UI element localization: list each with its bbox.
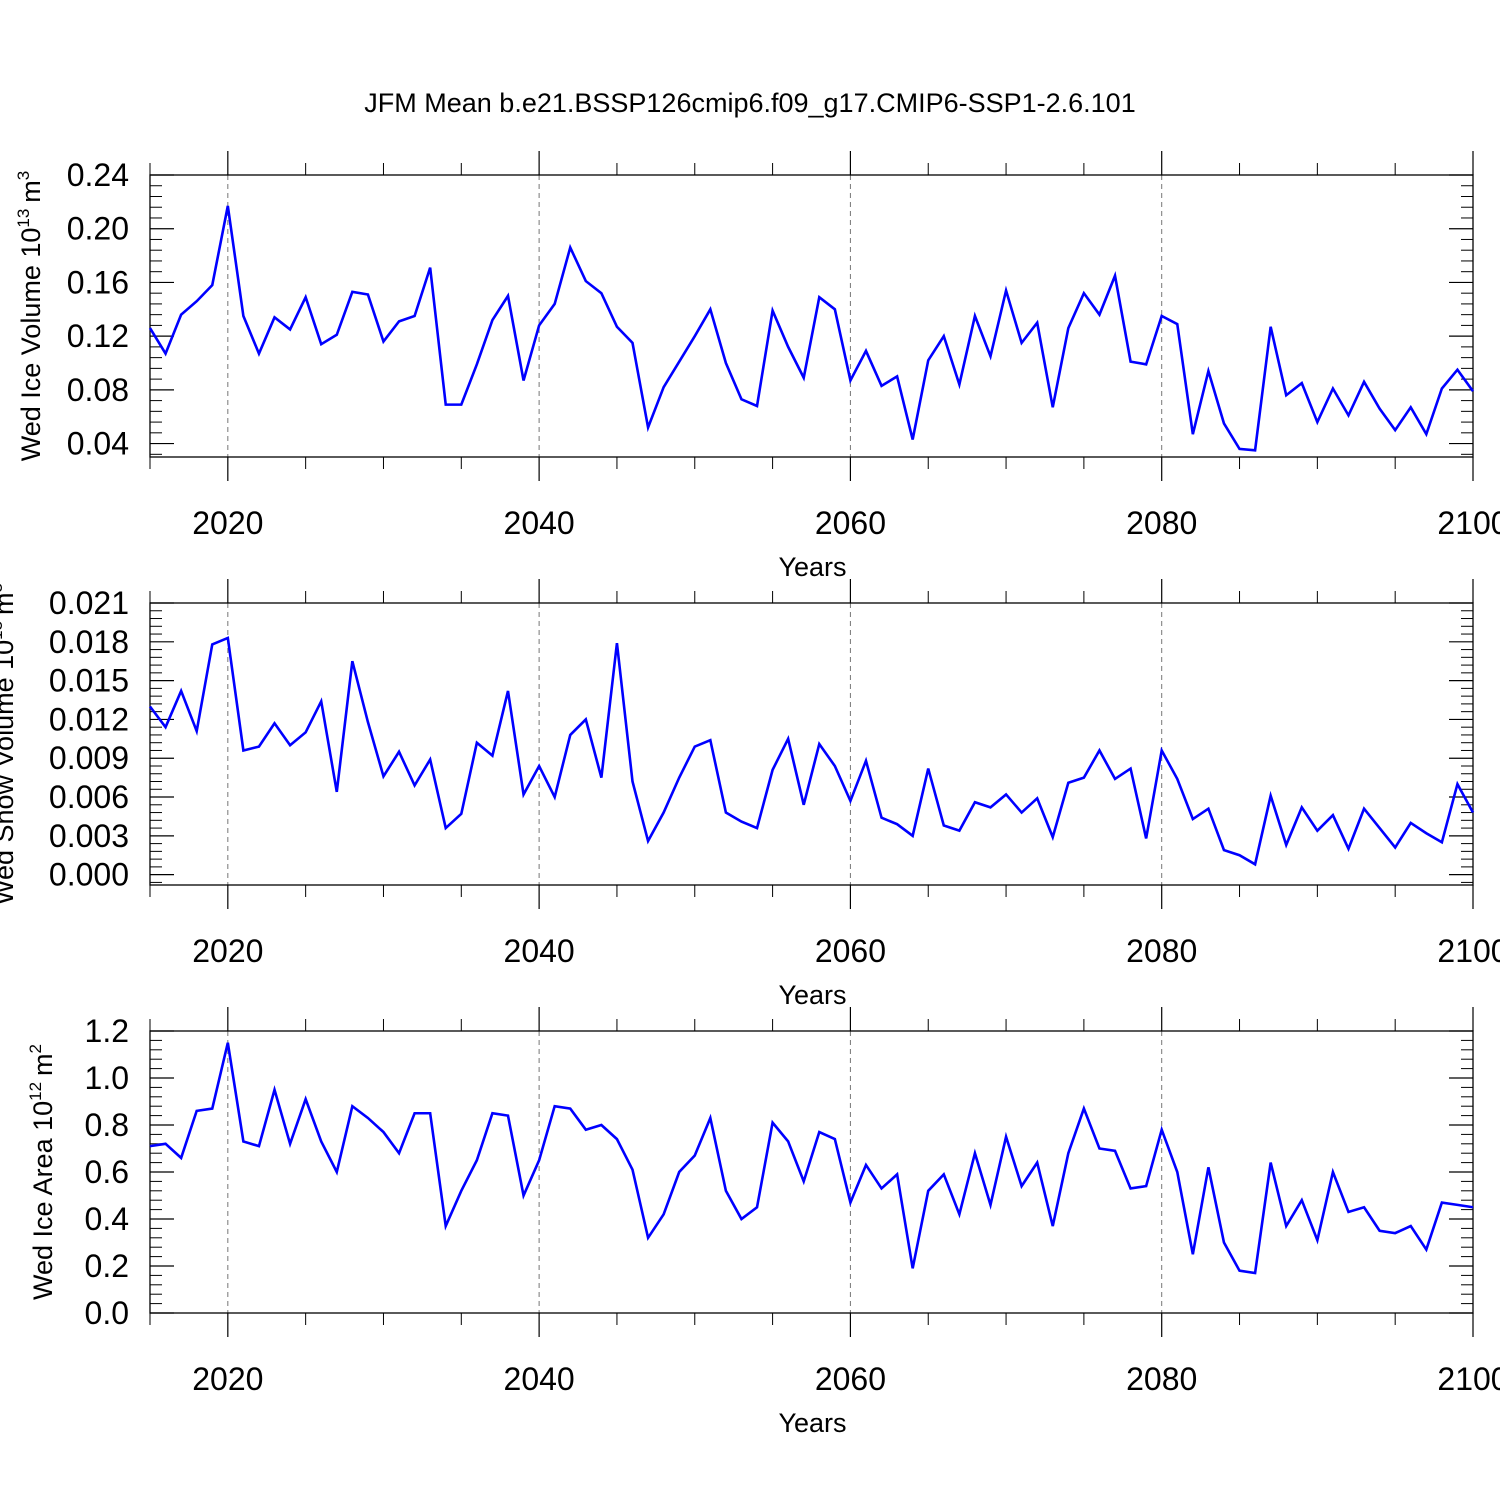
x-tick-label: 2100 (1437, 1361, 1500, 1397)
y-axis-label-unit: m (0, 592, 19, 615)
y-axis-label-text: Wed Ice Volume 10 (16, 228, 46, 462)
y-axis-label-text: Wed Snow Volume 10 (0, 640, 19, 905)
y-tick-label: 0.0 (85, 1295, 129, 1331)
y-axis-label-exponent: 12 (26, 1082, 45, 1101)
y-axis-label: Wed Snow Volume 1013 m3 (0, 583, 19, 905)
x-tick-label: 2060 (815, 933, 886, 969)
y-tick-label: 0.006 (49, 779, 129, 815)
y-tick-label: 0.04 (67, 426, 129, 462)
y-axis-label-unit-power: 2 (26, 1044, 45, 1053)
x-tick-label: 2100 (1437, 933, 1500, 969)
series-line (148, 636, 1475, 867)
x-tick-label: 2020 (192, 505, 263, 541)
x-axis-label: Years (778, 552, 846, 582)
y-axis-label-exponent: 13 (0, 621, 6, 640)
y-tick-label: 0.6 (85, 1154, 129, 1190)
series-line (148, 205, 1475, 452)
y-axis-label: Wed Ice Volume 1013 m3 (14, 171, 46, 462)
x-tick-label: 2060 (815, 1361, 886, 1397)
y-tick-label: 0.009 (49, 740, 129, 776)
y-tick-label: 0.4 (85, 1201, 129, 1237)
y-tick-label: 0.12 (67, 318, 129, 354)
plot-frame (149, 174, 1474, 458)
x-tick-label: 2080 (1126, 933, 1197, 969)
y-tick-label: 0.2 (85, 1248, 129, 1284)
x-tick-label: 2080 (1126, 505, 1197, 541)
figure-title: JFM Mean b.e21.BSSP126cmip6.f09_g17.CMIP… (364, 88, 1135, 118)
x-tick-label: 2060 (815, 505, 886, 541)
x-tick-label: 2040 (504, 933, 575, 969)
x-tick-label: 2080 (1126, 1361, 1197, 1397)
x-tick-label: 2020 (192, 933, 263, 969)
y-axis-label-exponent: 13 (14, 209, 33, 228)
x-tick-label: 2040 (504, 1361, 575, 1397)
plot-frame (149, 602, 1474, 886)
y-axis-label-text: Wed Ice Area 10 (28, 1101, 58, 1300)
chart-panel-3: 2020 2040 2060 2080 2100 Years 0.0 0.2 0.4 0.6 0.8… (26, 1007, 1500, 1438)
y-tick-label: 0.021 (49, 585, 129, 621)
y-tick-label: 1.0 (85, 1060, 129, 1096)
y-tick-label: 0.018 (49, 624, 129, 660)
y-tick-label: 0.16 (67, 264, 129, 300)
x-tick-label: 2040 (504, 505, 575, 541)
x-tick-label: 2100 (1437, 505, 1500, 541)
y-tick-label: 0.012 (49, 701, 129, 737)
y-tick-label: 1.2 (85, 1013, 129, 1049)
y-tick-label: 0.20 (67, 211, 129, 247)
x-tick-label: 2020 (192, 1361, 263, 1397)
y-tick-label: 0.000 (49, 857, 129, 893)
y-tick-label: 0.015 (49, 663, 129, 699)
y-axis-label: Wed Ice Area 1012 m2 (26, 1044, 58, 1300)
y-axis-label-unit: m (16, 180, 46, 203)
chart-panel-1: 2020 2040 2060 2080 2100 Years 0.04 0.08 0.12 0.1… (14, 151, 1500, 582)
x-axis-label: Years (778, 1408, 846, 1438)
y-tick-label: 0.8 (85, 1107, 129, 1143)
y-tick-label: 0.24 (67, 157, 129, 193)
y-axis-label-unit-power: 3 (0, 583, 6, 592)
y-tick-label: 0.08 (67, 372, 129, 408)
x-axis-label: Years (778, 980, 846, 1010)
chart-panel-2: 2020 2040 2060 2080 2100 Years 0.0000.0030.006… (0, 579, 1500, 1010)
panels: 2020 2040 2060 2080 2100 Years 0.04 0.08 0.12 0.1… (0, 151, 1500, 1438)
y-axis-label-unit-power: 3 (14, 171, 33, 180)
y-tick-label: 0.003 (49, 818, 129, 854)
y-axis-label-unit: m (28, 1053, 58, 1076)
series-line (149, 1042, 1474, 1275)
